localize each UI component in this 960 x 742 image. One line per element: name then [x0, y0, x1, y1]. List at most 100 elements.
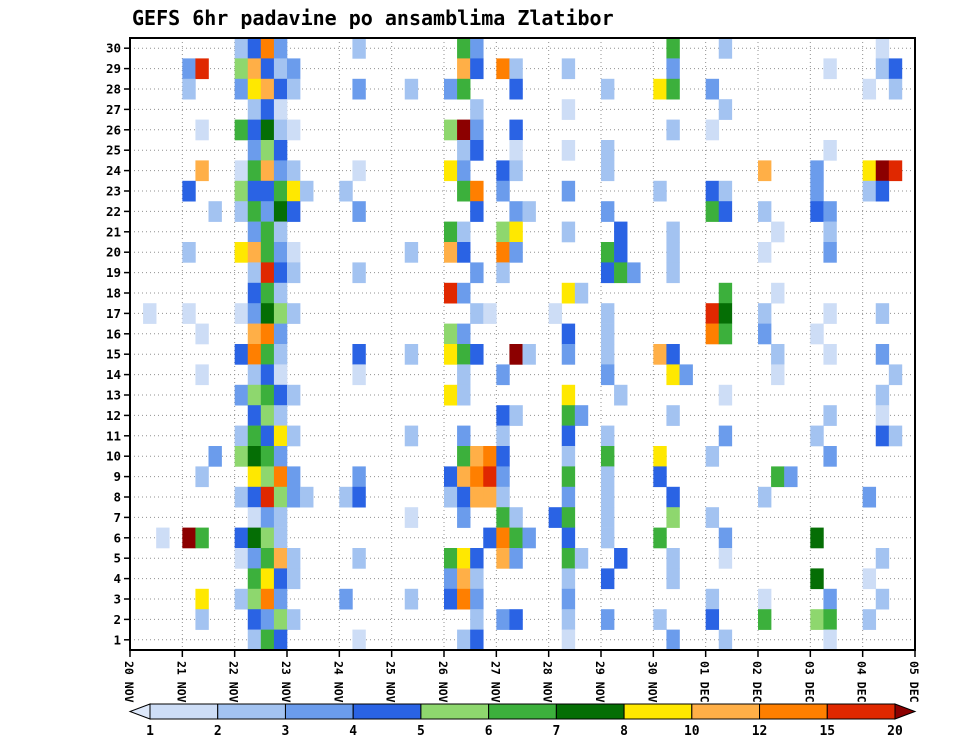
- plot-border: [129, 37, 916, 651]
- heatmap-cell: [875, 384, 890, 406]
- heatmap-cell: [457, 588, 471, 610]
- heatmap-cell: [182, 78, 196, 100]
- y-tick-label: 5: [113, 551, 121, 566]
- heatmap-cell: [260, 466, 275, 488]
- y-tick-label: 1: [113, 632, 121, 647]
- legend-segment: [623, 703, 693, 720]
- heatmap-cell: [810, 180, 824, 202]
- heatmap-cell: [614, 548, 628, 569]
- heatmap-cell: [601, 160, 615, 182]
- heatmap-cell: [260, 425, 275, 447]
- heatmap-cell: [195, 466, 209, 488]
- heatmap-cell: [758, 303, 772, 324]
- heatmap-cell: [561, 609, 576, 630]
- heatmap-cell: [548, 507, 563, 528]
- heatmap-cell: [457, 160, 471, 182]
- heatmap-cell: [509, 78, 523, 100]
- heatmap-cell: [273, 58, 288, 80]
- heatmap-cell: [273, 609, 288, 630]
- heatmap-cell: [260, 609, 275, 630]
- heatmap-cell: [234, 78, 249, 100]
- heatmap-cell: [470, 38, 484, 59]
- heatmap-cell: [875, 160, 890, 182]
- heatmap-cell: [273, 384, 288, 406]
- heatmap-cell: [718, 99, 733, 120]
- heatmap-cell: [352, 466, 366, 488]
- heatmap-cell: [287, 201, 301, 222]
- heatmap-cell: [273, 486, 288, 508]
- heatmap-cell: [339, 180, 353, 202]
- x-tick-label: 02 DEC: [750, 661, 764, 703]
- heatmap-cell: [195, 58, 209, 80]
- heatmap-cell: [574, 548, 589, 569]
- heatmap-cell: [470, 344, 484, 365]
- heatmap-cell: [718, 425, 733, 447]
- heatmap-cell: [561, 466, 576, 488]
- heatmap-cell: [509, 58, 523, 80]
- heatmap-cell: [666, 364, 680, 386]
- heatmap-cell: [601, 344, 615, 365]
- heatmap-cell: [810, 425, 824, 447]
- heatmap-cell: [273, 425, 288, 447]
- heatmap-cell: [273, 201, 288, 222]
- heatmap-cell: [483, 446, 497, 467]
- heatmap-cell: [444, 323, 458, 345]
- legend-tick-label: 2: [214, 724, 222, 739]
- heatmap-cell: [561, 425, 576, 447]
- heatmap-cell: [457, 221, 471, 243]
- heatmap-cell: [862, 78, 877, 100]
- chart-title: GEFS 6hr padavine po ansamblima Zlatibor: [132, 6, 614, 30]
- heatmap-cell: [614, 262, 628, 284]
- heatmap-cell: [561, 527, 576, 549]
- heatmap-cell: [444, 242, 458, 263]
- heatmap-cell: [496, 466, 510, 488]
- heatmap-cell: [810, 201, 824, 222]
- heatmap-cell: [561, 405, 576, 426]
- x-tick-label: 03 DEC: [802, 661, 816, 703]
- heatmap-cell: [273, 405, 288, 426]
- heatmap-cell: [823, 344, 837, 365]
- heatmap-cell: [771, 221, 785, 243]
- legend-tick-label: 8: [620, 724, 628, 739]
- heatmap-cell: [457, 140, 471, 161]
- heatmap-cell: [561, 507, 576, 528]
- heatmap-cell: [509, 221, 523, 243]
- heatmap-cell: [823, 303, 837, 324]
- heatmap-cell: [404, 78, 419, 100]
- heatmap-cell: [247, 588, 262, 610]
- heatmap-cell: [718, 282, 733, 304]
- heatmap-cell: [260, 588, 275, 610]
- heatmap-cell: [260, 140, 275, 161]
- heatmap-cell: [247, 507, 262, 528]
- heatmap-cell: [287, 609, 301, 630]
- heatmap-cell: [287, 303, 301, 324]
- heatmap-cell: [470, 99, 484, 120]
- heatmap-cell: [758, 323, 772, 345]
- heatmap-cell: [758, 242, 772, 263]
- heatmap-cell: [601, 425, 615, 447]
- heatmap-cell: [810, 568, 824, 590]
- heatmap-cell: [509, 609, 523, 630]
- heatmap-cell: [561, 221, 576, 243]
- heatmap-cell: [234, 527, 249, 549]
- heatmap-cell: [875, 588, 890, 610]
- heatmap-cell: [601, 364, 615, 386]
- heatmap-cell: [875, 180, 890, 202]
- heatmap-cell: [352, 486, 366, 508]
- heatmap-cell: [496, 609, 510, 630]
- heatmap-cell: [875, 303, 890, 324]
- heatmap-cell: [352, 344, 366, 365]
- heatmap-cell: [522, 527, 536, 549]
- heatmap-cell: [404, 425, 419, 447]
- heatmap-cell: [247, 119, 262, 141]
- heatmap-cell: [444, 160, 458, 182]
- heatmap-cell: [496, 446, 510, 467]
- heatmap-cell: [718, 303, 733, 324]
- heatmap-cell: [496, 507, 510, 528]
- heatmap-cell: [653, 78, 667, 100]
- y-tick-label: 21: [106, 224, 121, 239]
- heatmap-cell: [260, 507, 275, 528]
- heatmap-cell: [862, 160, 877, 182]
